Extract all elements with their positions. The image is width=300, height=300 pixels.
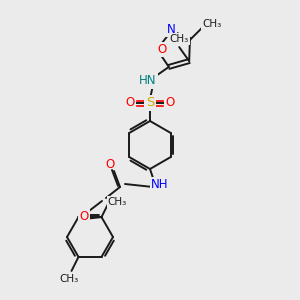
Text: CH₃: CH₃ [108, 197, 127, 207]
Text: O: O [80, 209, 88, 223]
Text: O: O [105, 158, 115, 172]
Text: S: S [146, 97, 154, 110]
Text: O: O [165, 97, 175, 110]
Text: NH: NH [151, 178, 169, 191]
Text: O: O [158, 43, 166, 56]
Text: O: O [125, 97, 135, 110]
Text: N: N [167, 23, 176, 36]
Text: HN: HN [139, 74, 157, 88]
Text: CH₃: CH₃ [60, 274, 79, 284]
Text: CH₃: CH₃ [202, 19, 221, 29]
Text: CH₃: CH₃ [169, 34, 189, 44]
